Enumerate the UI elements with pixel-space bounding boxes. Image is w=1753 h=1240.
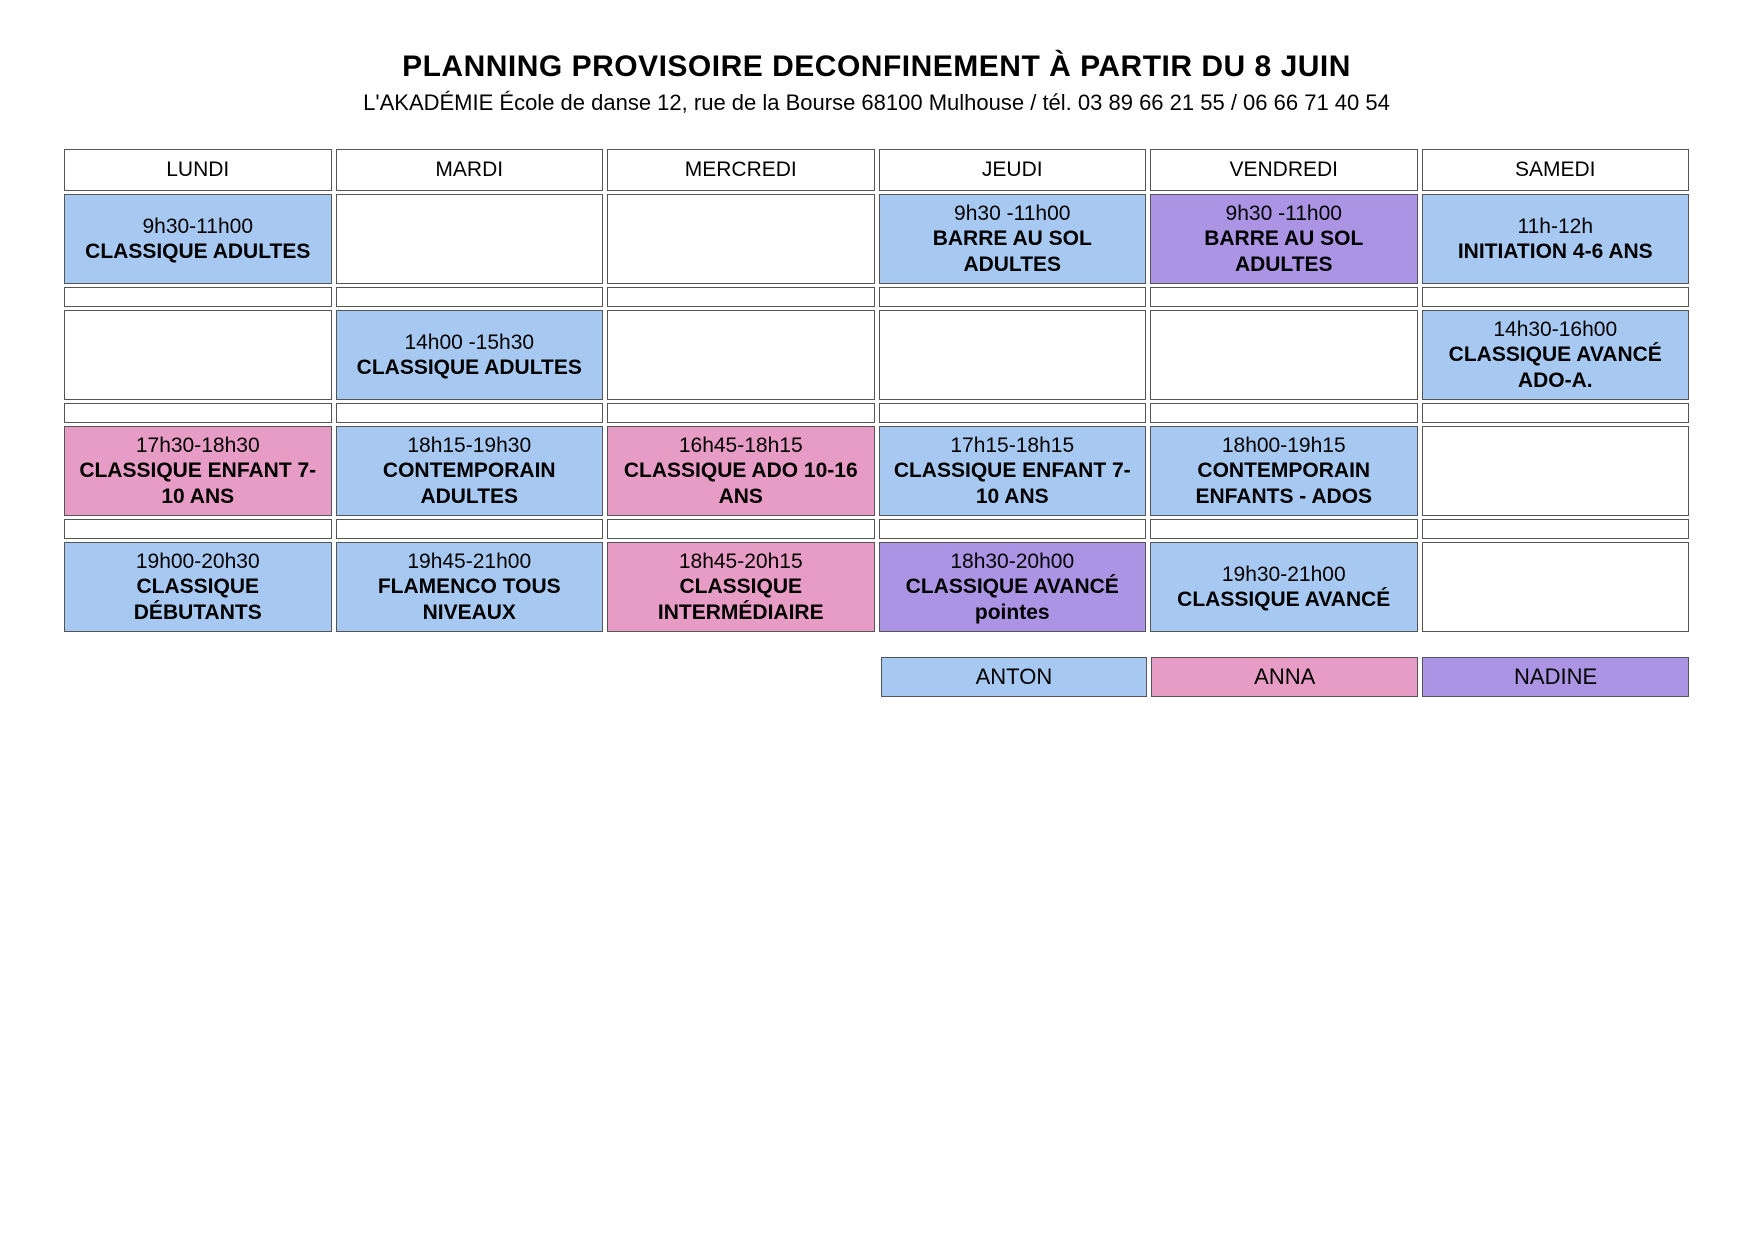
empty-cell — [1422, 542, 1690, 632]
spacer-cell — [64, 403, 332, 423]
class-cell: 16h45-18h15CLASSIQUE ADO 10-16 ANS — [607, 426, 875, 516]
class-cell: 9h30-11h00CLASSIQUE ADULTES — [64, 194, 332, 284]
class-time: 9h30-11h00 — [71, 214, 325, 239]
class-name: CLASSIQUE ENFANT 7-10 ANS — [886, 458, 1140, 508]
class-name: CLASSIQUE AVANCÉ — [1157, 587, 1411, 612]
empty-cell — [336, 194, 604, 284]
class-time: 18h15-19h30 — [343, 433, 597, 458]
class-cell: 18h00-19h15CONTEMPORAIN ENFANTS - ADOS — [1150, 426, 1418, 516]
class-cell: 17h15-18h15CLASSIQUE ENFANT 7-10 ANS — [879, 426, 1147, 516]
legend-row: ANTONANNANADINE — [881, 657, 1690, 697]
class-name: BARRE AU SOL ADULTES — [1157, 226, 1411, 276]
class-time: 14h00 -15h30 — [343, 330, 597, 355]
class-cell: 9h30 -11h00BARRE AU SOL ADULTES — [879, 194, 1147, 284]
empty-cell — [1422, 426, 1690, 516]
class-cell: 17h30-18h30CLASSIQUE ENFANT 7-10 ANS — [64, 426, 332, 516]
spacer-cell — [607, 519, 875, 539]
spacer-cell — [64, 519, 332, 539]
day-header: VENDREDI — [1150, 149, 1418, 191]
spacer-cell — [1422, 403, 1690, 423]
spacer-cell — [336, 287, 604, 307]
spacer-cell — [879, 287, 1147, 307]
slot-row: 19h00-20h30CLASSIQUE DÉBUTANTS19h45-21h0… — [64, 542, 1689, 632]
empty-cell — [1150, 310, 1418, 400]
spacer-cell — [879, 403, 1147, 423]
day-header: JEUDI — [879, 149, 1147, 191]
class-name: CLASSIQUE INTERMÉDIAIRE — [614, 574, 868, 624]
spacer-cell — [1150, 519, 1418, 539]
class-name: INITIATION 4-6 ANS — [1429, 239, 1683, 264]
class-name: CLASSIQUE AVANCÉ ADO-A. — [1429, 342, 1683, 392]
class-name: CLASSIQUE AVANCÉ pointes — [886, 574, 1140, 624]
class-cell: 18h45-20h15CLASSIQUE INTERMÉDIAIRE — [607, 542, 875, 632]
spacer-cell — [336, 519, 604, 539]
class-time: 14h30-16h00 — [1429, 317, 1683, 342]
legend-table: ANTONANNANADINE — [877, 657, 1694, 697]
class-time: 19h00-20h30 — [71, 549, 325, 574]
class-time: 19h45-21h00 — [343, 549, 597, 574]
class-cell: 18h15-19h30CONTEMPORAIN ADULTES — [336, 426, 604, 516]
legend-cell: ANTON — [881, 657, 1148, 697]
class-cell: 19h00-20h30CLASSIQUE DÉBUTANTS — [64, 542, 332, 632]
slot-row: 9h30-11h00CLASSIQUE ADULTES9h30 -11h00BA… — [64, 194, 1689, 284]
day-header: MARDI — [336, 149, 604, 191]
class-name: FLAMENCO TOUS NIVEAUX — [343, 574, 597, 624]
class-time: 19h30-21h00 — [1157, 562, 1411, 587]
spacer-row — [64, 519, 1689, 539]
class-name: CLASSIQUE ADULTES — [343, 355, 597, 380]
day-header: SAMEDI — [1422, 149, 1690, 191]
days-header-row: LUNDIMARDIMERCREDIJEUDIVENDREDISAMEDI — [64, 149, 1689, 191]
class-cell: 14h00 -15h30CLASSIQUE ADULTES — [336, 310, 604, 400]
class-name: CONTEMPORAIN ENFANTS - ADOS — [1157, 458, 1411, 508]
schedule-table: LUNDIMARDIMERCREDIJEUDIVENDREDISAMEDI 9h… — [60, 146, 1693, 635]
schedule-body: 9h30-11h00CLASSIQUE ADULTES9h30 -11h00BA… — [64, 194, 1689, 632]
class-name: BARRE AU SOL ADULTES — [886, 226, 1140, 276]
class-cell: 14h30-16h00CLASSIQUE AVANCÉ ADO-A. — [1422, 310, 1690, 400]
empty-cell — [879, 310, 1147, 400]
legend-cell: NADINE — [1422, 657, 1689, 697]
spacer-cell — [64, 287, 332, 307]
spacer-cell — [1150, 403, 1418, 423]
class-cell: 11h-12hINITIATION 4-6 ANS — [1422, 194, 1690, 284]
spacer-cell — [336, 403, 604, 423]
class-time: 18h45-20h15 — [614, 549, 868, 574]
empty-cell — [64, 310, 332, 400]
spacer-cell — [1422, 287, 1690, 307]
spacer-cell — [607, 287, 875, 307]
legend-cell: ANNA — [1151, 657, 1418, 697]
class-time: 16h45-18h15 — [614, 433, 868, 458]
day-header: MERCREDI — [607, 149, 875, 191]
slot-row: 17h30-18h30CLASSIQUE ENFANT 7-10 ANS18h1… — [64, 426, 1689, 516]
class-name: CLASSIQUE ADO 10-16 ANS — [614, 458, 868, 508]
empty-cell — [607, 310, 875, 400]
spacer-cell — [607, 403, 875, 423]
day-header: LUNDI — [64, 149, 332, 191]
class-cell: 18h30-20h00CLASSIQUE AVANCÉ pointes — [879, 542, 1147, 632]
class-time: 18h00-19h15 — [1157, 433, 1411, 458]
page-title: PLANNING PROVISOIRE DECONFINEMENT À PART… — [60, 50, 1693, 84]
class-cell: 19h30-21h00CLASSIQUE AVANCÉ — [1150, 542, 1418, 632]
class-time: 18h30-20h00 — [886, 549, 1140, 574]
class-cell: 19h45-21h00FLAMENCO TOUS NIVEAUX — [336, 542, 604, 632]
class-name: CLASSIQUE ENFANT 7-10 ANS — [71, 458, 325, 508]
spacer-row — [64, 403, 1689, 423]
spacer-cell — [1150, 287, 1418, 307]
class-time: 11h-12h — [1429, 214, 1683, 239]
header: PLANNING PROVISOIRE DECONFINEMENT À PART… — [60, 50, 1693, 116]
class-name: CLASSIQUE ADULTES — [71, 239, 325, 264]
class-name: CONTEMPORAIN ADULTES — [343, 458, 597, 508]
class-cell: 9h30 -11h00BARRE AU SOL ADULTES — [1150, 194, 1418, 284]
spacer-cell — [879, 519, 1147, 539]
slot-row: 14h00 -15h30CLASSIQUE ADULTES 14h30-16h00… — [64, 310, 1689, 400]
class-time: 17h15-18h15 — [886, 433, 1140, 458]
class-time: 9h30 -11h00 — [1157, 201, 1411, 226]
page-subtitle: L'AKADÉMIE École de danse 12, rue de la … — [60, 90, 1693, 116]
class-name: CLASSIQUE DÉBUTANTS — [71, 574, 325, 624]
spacer-cell — [1422, 519, 1690, 539]
class-time: 9h30 -11h00 — [886, 201, 1140, 226]
class-time: 17h30-18h30 — [71, 433, 325, 458]
spacer-row — [64, 287, 1689, 307]
empty-cell — [607, 194, 875, 284]
